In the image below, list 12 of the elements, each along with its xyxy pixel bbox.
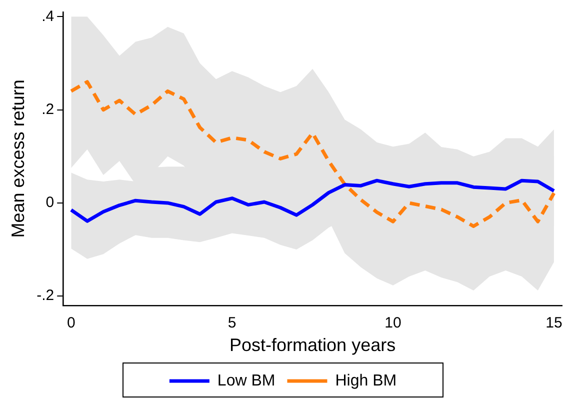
x-tick-label: 15: [546, 314, 562, 332]
y-tick-label: 0: [46, 194, 54, 212]
y-tick-label: -.2: [36, 287, 54, 304]
x-tick-label: 10: [384, 314, 402, 332]
y-tick-label: .4: [42, 8, 54, 25]
legend-label: High BM: [335, 372, 397, 390]
x-tick-label: 5: [228, 314, 236, 332]
x-tick-label: 0: [66, 314, 76, 332]
y-axis-title: Mean excess return: [8, 80, 28, 238]
x-axis-title: Post-formation years: [230, 335, 396, 356]
y-tick-label: .2: [42, 100, 54, 118]
legend-label: Low BM: [217, 372, 276, 390]
